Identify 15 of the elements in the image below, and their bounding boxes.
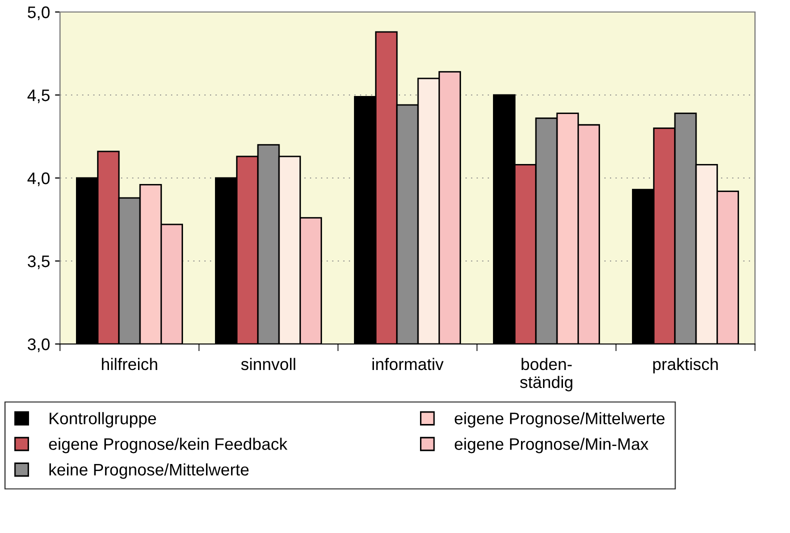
x-tick-label: informativ	[372, 358, 444, 370]
y-tick-label: 3,0	[28, 338, 50, 352]
x-tick-label: sinnvoll	[241, 358, 296, 370]
y-tick-label: 4,0	[27, 172, 50, 186]
x-tick-label: boden- ständig	[520, 358, 572, 392]
y-tick-label: 5,0	[28, 6, 50, 20]
x-tick-label: praktisch	[653, 358, 718, 374]
y-tick-label: 3,5	[28, 255, 50, 270]
legend-label: eigene Prognose/Mittelwerte	[454, 412, 665, 428]
x-tick-label: hilfreich	[102, 358, 158, 370]
legend-label: Kontrollgruppe	[50, 412, 156, 428]
legend-label: keine Prognose/Mittelwerte	[49, 463, 249, 479]
y-tick-label: 4,5	[27, 90, 50, 104]
legend-label: eigene Prognose/Min-Max	[454, 438, 648, 454]
legend-label: eigene Prognose/kein Feedback	[49, 438, 288, 454]
